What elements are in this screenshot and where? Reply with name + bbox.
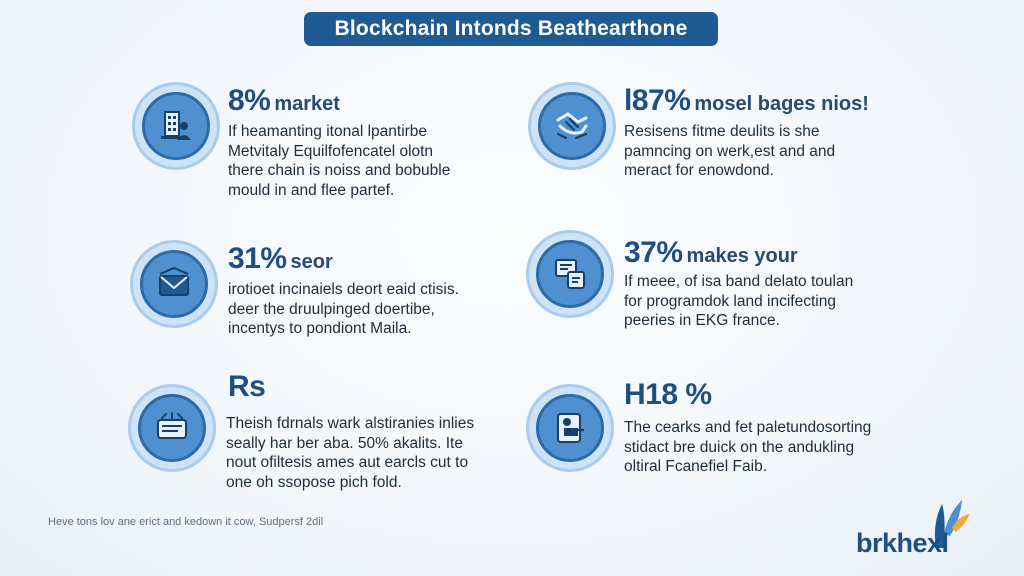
page-title: Blockchain Intonds Beathearthone (304, 12, 718, 46)
stat-value: 8% (228, 84, 271, 117)
icon-badge (132, 82, 220, 170)
building-icon (161, 111, 191, 140)
stat-description: irotioet incinaiels deort eaid ctisis. de… (228, 281, 459, 337)
stat-description: Resisens fitme deulits is she pamncing on… (624, 123, 836, 179)
stat-value: Rs (228, 370, 266, 403)
icon-badge (130, 240, 218, 328)
stat-label: market (274, 93, 340, 115)
stat-value: H18 % (624, 378, 712, 411)
wing-icon (934, 500, 970, 548)
brand-logo: brkhexl (852, 494, 972, 564)
stat-value: 37% (624, 236, 683, 269)
stat-description: The cearks and fet paletundosorting stida… (624, 419, 872, 475)
icon-badge (528, 82, 616, 170)
icon-badge (128, 384, 216, 472)
stat-label: mosel bages nios! (694, 93, 869, 115)
icon-badge (526, 230, 614, 318)
stat-value: 31% (228, 242, 287, 275)
envelope-icon (159, 266, 189, 296)
card-icon (157, 412, 187, 439)
stat-description: If heamanting itonal lpantirbe Metvitaly … (228, 123, 451, 199)
footnote: Heve tons lov ane erict and kedown it co… (48, 516, 324, 528)
stat-label: makes your (686, 245, 798, 267)
logo-text: brkhexl (856, 528, 949, 558)
document-icon (555, 259, 585, 289)
stat-description: Theish fdrnals wark alstiranies inlies se… (226, 415, 475, 491)
tablet-icon (557, 413, 584, 443)
stat-label: seor (290, 251, 333, 273)
handshake-icon (556, 112, 588, 140)
stat-description: If meee, of isa band delato toulan for pr… (624, 273, 854, 329)
icon-badge (526, 384, 614, 472)
stat-value: l87% (624, 84, 691, 117)
